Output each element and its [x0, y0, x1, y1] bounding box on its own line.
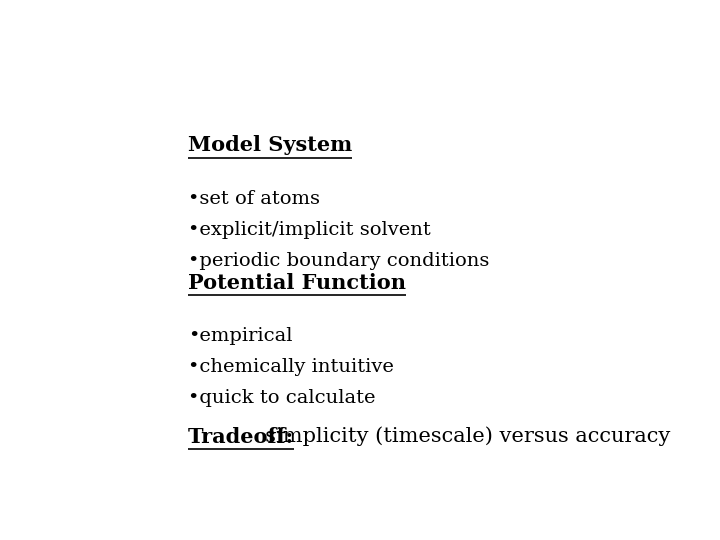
- Text: Model System: Model System: [188, 136, 352, 156]
- Text: •set of atoms: •set of atoms: [188, 190, 320, 207]
- Text: •periodic boundary conditions: •periodic boundary conditions: [188, 252, 489, 270]
- Text: simplicity (timescale) versus accuracy: simplicity (timescale) versus accuracy: [252, 427, 670, 446]
- Text: •explicit/implicit solvent: •explicit/implicit solvent: [188, 221, 431, 239]
- Text: •empirical: •empirical: [188, 327, 292, 345]
- Text: Tradeoff:: Tradeoff:: [188, 427, 294, 447]
- Text: •quick to calculate: •quick to calculate: [188, 389, 375, 407]
- Text: •chemically intuitive: •chemically intuitive: [188, 358, 394, 376]
- Text: Potential Function: Potential Function: [188, 273, 405, 293]
